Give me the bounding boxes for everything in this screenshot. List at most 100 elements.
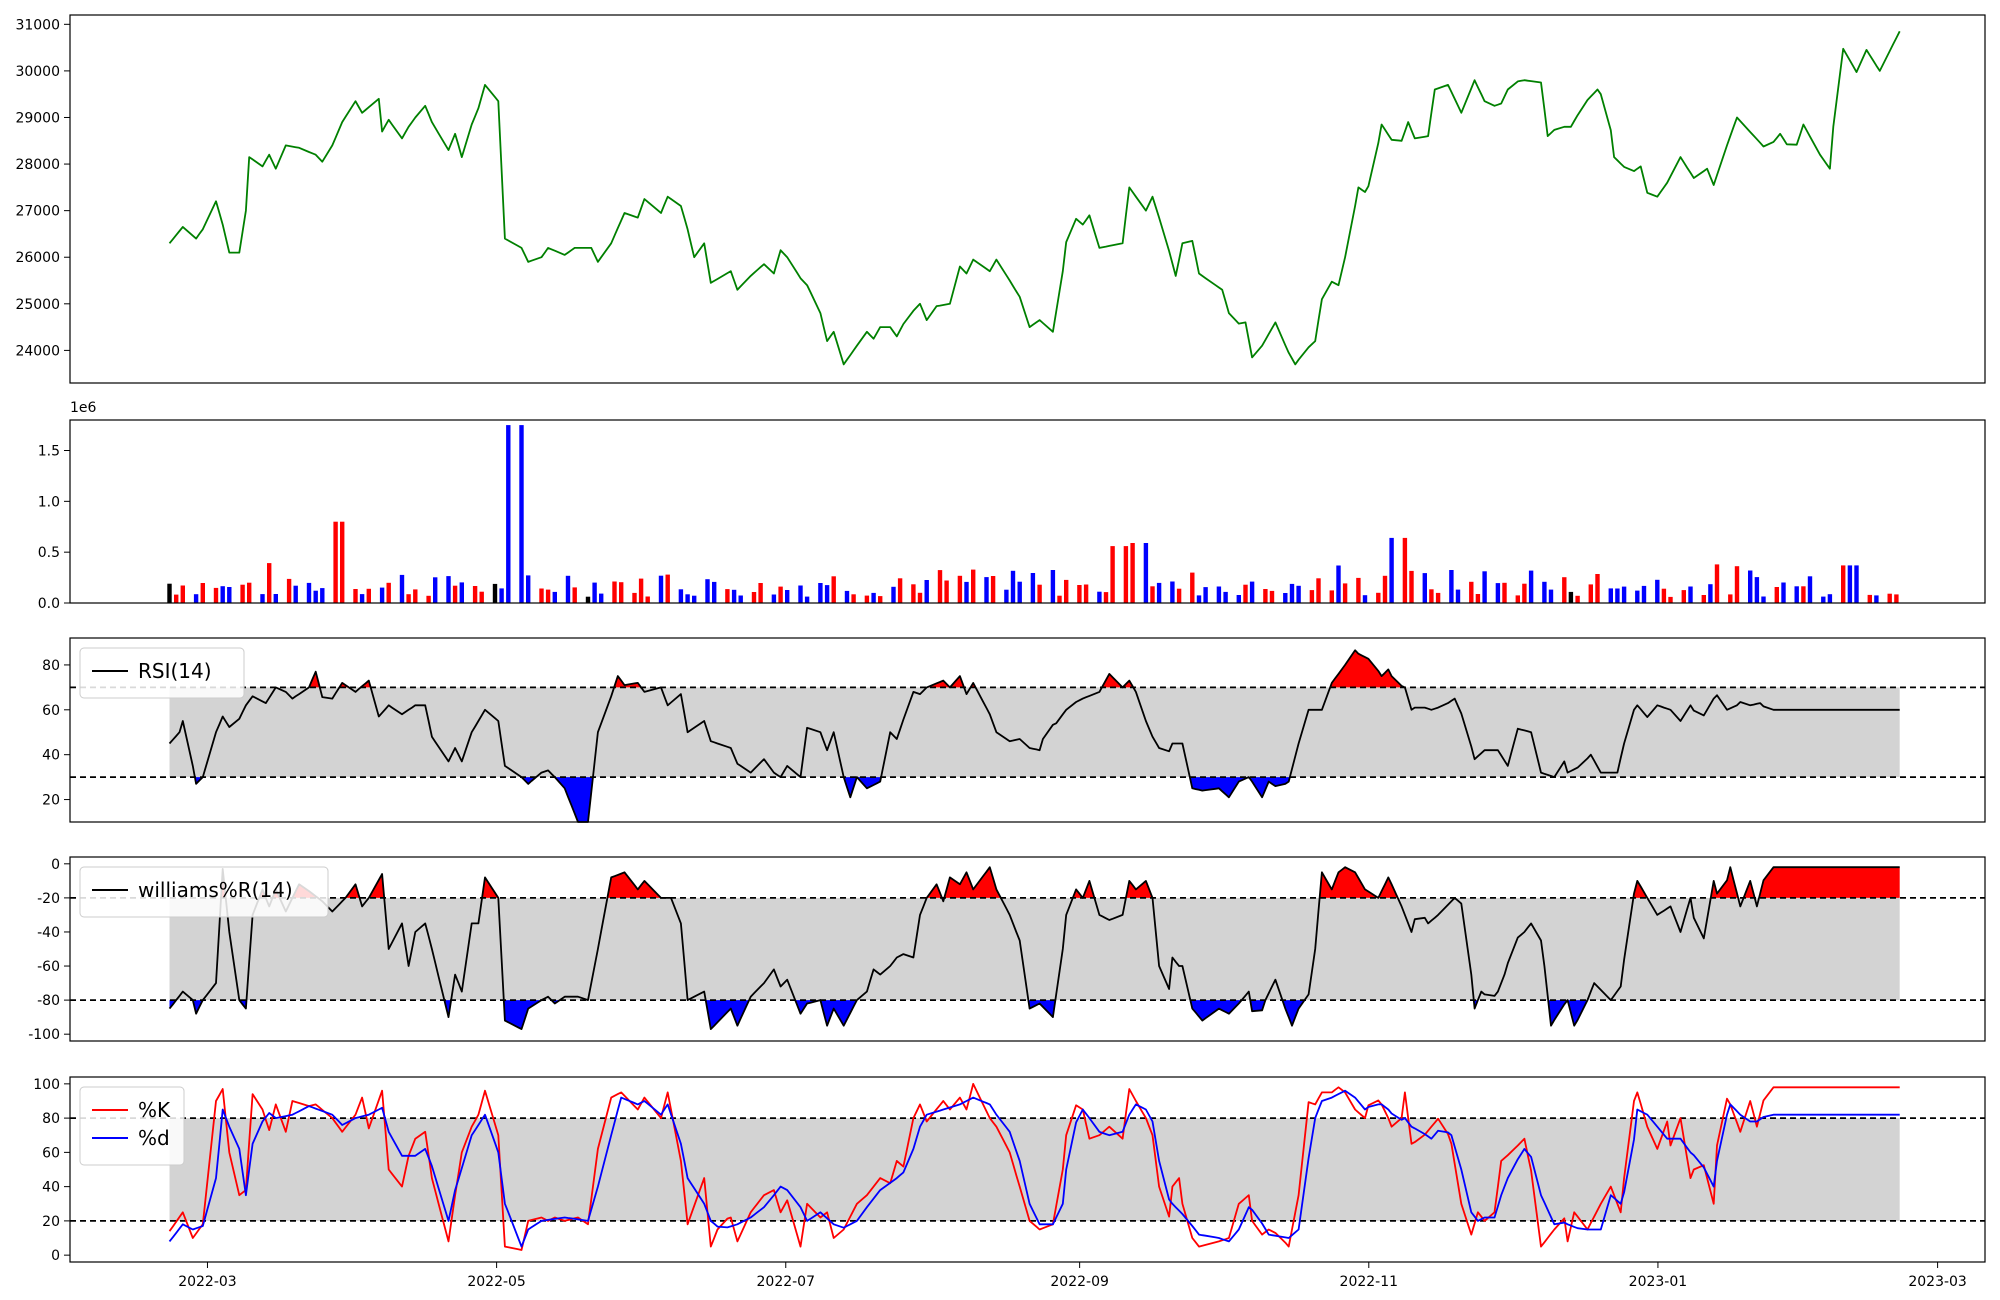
volume-bar xyxy=(1077,585,1082,603)
volume-bar xyxy=(1356,577,1361,603)
volume-bar xyxy=(1748,570,1753,603)
volume-bar xyxy=(1449,570,1454,603)
volume-bar xyxy=(472,586,478,603)
price-series-line xyxy=(168,30,1901,366)
volume-bar xyxy=(1004,589,1009,603)
volume-bar xyxy=(193,594,199,603)
williams-ytick-label: -40 xyxy=(37,925,60,941)
stochastic-ytick-label: 20 xyxy=(42,1214,60,1230)
volume-bar xyxy=(247,582,252,603)
volume-bar xyxy=(1429,589,1434,603)
volume-bar xyxy=(1057,595,1062,603)
x-tick-label: 2022-11 xyxy=(1340,1274,1399,1290)
volume-bar xyxy=(1083,584,1089,603)
stochastic-ytick-label: 60 xyxy=(42,1145,60,1161)
volume-bar xyxy=(645,596,650,603)
volume-bar xyxy=(359,594,365,603)
volume-bar xyxy=(399,574,405,603)
volume-bar xyxy=(1714,564,1720,603)
volume-bar xyxy=(619,582,624,603)
stochastic-legend-label: %d xyxy=(138,1126,170,1150)
williams-oversold-fill xyxy=(795,1000,821,1014)
volume-bar xyxy=(1176,588,1182,603)
rsi-oversold-fill xyxy=(554,777,593,822)
rsi-frame xyxy=(69,637,1986,823)
stochastic-ytick-label: 40 xyxy=(42,1180,60,1196)
volume-bar xyxy=(479,591,484,603)
volume-bar xyxy=(492,583,498,603)
williams-ytick-label: -60 xyxy=(37,959,60,975)
volume-bar xyxy=(1156,582,1162,603)
volume-bar xyxy=(592,582,597,603)
volume-bar xyxy=(1841,565,1846,603)
volume-bar xyxy=(459,582,464,603)
volume-bar xyxy=(452,585,458,603)
volume-bar xyxy=(785,590,790,603)
rsi-ytick-label: 80 xyxy=(42,658,60,674)
volume-bar xyxy=(1223,591,1228,603)
volume-bar xyxy=(1542,581,1547,603)
volume-bar xyxy=(1216,586,1222,603)
volume-bar xyxy=(386,582,391,603)
volume-bar xyxy=(731,589,737,603)
volume-bar xyxy=(891,586,896,603)
volume-bar xyxy=(971,569,976,603)
volume-bar xyxy=(1595,574,1600,603)
volume-bar xyxy=(1362,595,1368,603)
volume-bar xyxy=(267,563,272,603)
volume-bar xyxy=(1249,581,1255,603)
volume-bar xyxy=(599,593,604,603)
price-ytick-label: 24000 xyxy=(15,343,60,359)
volume-bar xyxy=(1064,579,1069,603)
stochastic-legend-box xyxy=(79,1086,185,1166)
volume-bar xyxy=(944,580,949,603)
volume-bar xyxy=(1528,570,1534,603)
rsi-ytick-label: 20 xyxy=(42,793,60,809)
williams-oversold-fill xyxy=(1028,1000,1056,1018)
volume-bar xyxy=(1847,565,1853,603)
volume-ytick-label: 0.0 xyxy=(38,596,60,612)
rsi-ytick-label: 60 xyxy=(42,703,60,719)
stochastic-frame xyxy=(69,1076,1986,1263)
volume-bar xyxy=(1688,586,1693,603)
volume-bar xyxy=(1382,575,1388,603)
volume-bar xyxy=(585,596,591,603)
volume-bar xyxy=(1455,589,1461,603)
williams-ytick-label: 0 xyxy=(51,857,60,873)
volume-bar xyxy=(758,583,763,603)
volume-bar xyxy=(1269,590,1275,603)
volume-bar xyxy=(1123,546,1129,603)
volume-bar xyxy=(1588,584,1593,603)
volume-bar xyxy=(1409,570,1414,603)
volume-bar xyxy=(751,592,757,603)
volume-ytick-label: 1.5 xyxy=(38,444,60,460)
volume-bar xyxy=(572,587,577,603)
volume-bar xyxy=(831,576,836,603)
volume-bar xyxy=(692,595,697,603)
volume-bar xyxy=(552,591,557,603)
volume-bar xyxy=(1150,586,1155,603)
x-tick-label: 2023-01 xyxy=(1629,1274,1688,1290)
rsi-legend-box xyxy=(79,647,245,699)
volume-bar xyxy=(1196,595,1202,603)
volume-bar xyxy=(1097,591,1102,603)
volume-bar xyxy=(658,575,664,603)
volume-bar xyxy=(824,585,830,603)
volume-bar xyxy=(1522,583,1527,603)
volume-bar xyxy=(174,594,179,603)
x-tick-label: 2023-03 xyxy=(1908,1274,1967,1290)
volume-bar xyxy=(1621,586,1627,603)
volume-bar xyxy=(924,580,929,603)
volume-bar xyxy=(1608,588,1613,603)
volume-bar xyxy=(340,521,345,603)
williams-oversold-fill xyxy=(503,1000,542,1030)
rsi-oversold-fill xyxy=(1189,777,1249,798)
volume-bar xyxy=(1316,578,1321,603)
volume-bar xyxy=(1641,585,1647,603)
volume-bar xyxy=(353,589,358,603)
volume-bar xyxy=(1296,585,1301,603)
volume-bar xyxy=(964,581,969,603)
williams-series-line xyxy=(168,866,1900,1030)
price-ytick-label: 27000 xyxy=(15,204,60,220)
volume-bar xyxy=(705,579,710,603)
